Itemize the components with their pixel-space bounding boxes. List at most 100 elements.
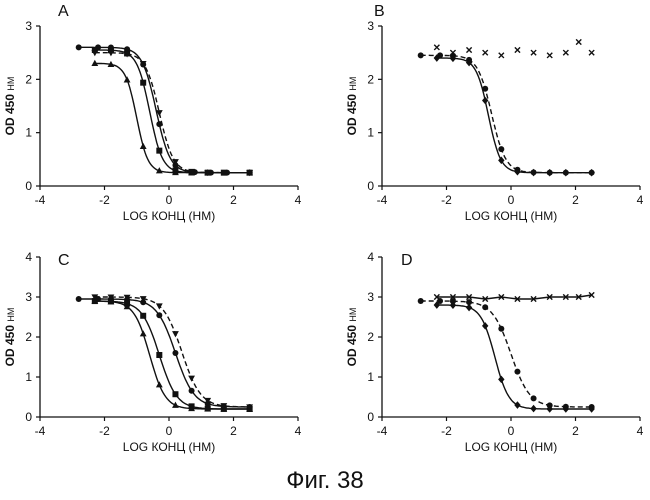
panel-b-series-cross-point [588, 49, 595, 56]
panel-d-x-axis-title: LOG КОНЦ (НМ) [465, 440, 557, 454]
panel-a-series-triangle-down-point [139, 60, 147, 68]
panel-b-y-axis-title: OD 450 НМ [345, 77, 359, 136]
panel-a-y-tick-label: 1 [25, 126, 32, 140]
panel-a-series-square-point [156, 147, 163, 154]
panel-d-letter: D [401, 252, 413, 269]
panel-d-series-circle-point [498, 325, 505, 332]
panel-c-series-triangle-up-point [139, 330, 147, 337]
panel-b-series-cross-point [514, 46, 521, 54]
panel-a-series-triangle-up [91, 59, 254, 176]
panel-a-series-triangle-down [91, 50, 254, 177]
panel-d-series-cross-point [514, 295, 521, 303]
panel-c-series-triangle-down-point [220, 403, 228, 410]
panel-d-series-cross-curve [436, 294, 592, 300]
panel-d-y-tick-label: 0 [367, 410, 374, 424]
panel-b-series-cross-point [530, 49, 537, 56]
panel-c-y-tick-label: 4 [25, 250, 32, 264]
panel-b-series-cross-point [482, 49, 489, 56]
panel-d-series-cross-point [482, 295, 489, 303]
panel-c-series-circle [75, 296, 253, 410]
panel-b-series-circle-point [417, 52, 424, 59]
panel-b-x-tick-label: 0 [508, 193, 515, 207]
panel-a-series-triangle-down-point [123, 51, 131, 58]
panel-c-y-axis-title: OD 450 НМ [3, 308, 17, 367]
panel-c-x-tick-label: -2 [99, 424, 110, 438]
panel-a-y-axis-title: OD 450 НМ [3, 77, 17, 136]
panel-c-series-triangle-down-point [91, 294, 99, 301]
panel-b-x-tick-label: 4 [637, 193, 644, 207]
panel-b-y-tick-label: 0 [367, 179, 374, 193]
panel-c-series-square-point [156, 352, 163, 358]
panel-a-series-triangle-down-point [204, 169, 212, 177]
panel-c-x-tick-label: -4 [35, 424, 46, 438]
panel-b-series-diamond-point [482, 96, 489, 105]
panel-d-y-axis-title-unit: НМ [348, 308, 358, 322]
panel-d-series-circle-point [530, 395, 537, 402]
panel-b-series-diamond-point [546, 168, 553, 177]
panel-a-series-triangle-down-point [172, 159, 179, 166]
panel-c-series-circle-point [75, 296, 82, 303]
panel-a-x-axis-title: LOG КОНЦ (НМ) [123, 209, 215, 223]
panel-d-series-diamond-point [530, 404, 537, 413]
panel-c-series-square-point [140, 312, 147, 319]
panel-b-series-diamond [433, 54, 595, 177]
panel-b-y-tick-label: 3 [367, 19, 374, 33]
panel-c-y-tick-label: 2 [25, 330, 32, 344]
panel-c-series-triangle-up-point [155, 381, 163, 388]
panel-c-series-triangle-up-point [107, 298, 115, 305]
panel-d-series-cross-point [433, 293, 440, 301]
panel-c-series-triangle-down-point [155, 303, 163, 310]
panel-c-x-axis-title: LOG КОНЦ (НМ) [123, 440, 215, 454]
panel-c-x-tick-label: 4 [295, 424, 302, 438]
panel-b-series-cross-point [449, 49, 457, 56]
panel-a-series-triangle-up-point [123, 76, 131, 83]
panel-d-x-tick-label: 2 [572, 424, 579, 438]
panel-b-series-diamond-point [514, 167, 521, 176]
panel-c-series-triangle-up-curve [94, 300, 250, 410]
panel-b: B -4 -2 0 2 4 0 1 2 3 LOG КОНЦ (НМ) OD 450 НМ [345, 3, 644, 223]
panel-a-series-circle-point [156, 121, 163, 128]
panel-b-y-tick-label: 2 [367, 72, 374, 86]
panel-c-letter: C [58, 252, 70, 269]
panel-d-series-diamond-curve [436, 304, 592, 410]
panel-c-series-square-curve [94, 300, 250, 410]
panel-b-series-cross-point [498, 52, 505, 59]
panel-a-series-triangle-down-point [107, 50, 115, 57]
panel-b-y-tick-label: 1 [367, 126, 374, 140]
panel-b-series-circle-curve [420, 54, 592, 174]
panel-d-series-diamond-point [449, 301, 457, 310]
panel-d-series-cross-point [498, 293, 505, 301]
panel-c-series-triangle-down-point [123, 294, 131, 301]
panel-d-series-cross [433, 291, 595, 303]
panel-d-series-diamond-point [498, 375, 505, 384]
panel-c-series-triangle-down-point [246, 404, 254, 411]
panel-a-x-tick-label: 0 [166, 193, 173, 207]
panel-d-series-cross-point [546, 293, 553, 301]
panel-c-series-square-point [172, 391, 179, 398]
panel-c-y-tick-label: 1 [25, 370, 32, 384]
panel-a: A -4 -2 0 2 4 0 1 2 3 LOG КОНЦ (НМ) OD 450 НМ [3, 3, 302, 223]
panel-a-series-triangle-up-point [107, 60, 115, 68]
panel-c-series-circle-curve [78, 298, 250, 408]
panel-a-letter: A [58, 3, 69, 20]
panel-c-y-tick-label: 3 [25, 290, 32, 304]
panel-d-x-tick-label: 4 [637, 424, 644, 438]
panel-d-series-diamond-point [465, 303, 473, 312]
panel-c-series-triangle-up-point [172, 401, 179, 408]
panel-a-series-triangle-down-curve [94, 52, 250, 174]
panel-a-y-axis-title-unit: НМ [6, 77, 16, 91]
panel-b-series-cross-point [575, 38, 582, 46]
panel-b-x-tick-label: 2 [572, 193, 579, 207]
panel-b-series-diamond-point [465, 58, 473, 67]
panel-d-series-circle-point [417, 298, 424, 305]
panel-c-series-triangle-down-point [188, 375, 195, 382]
panel-d-series-circle [417, 298, 595, 410]
panel-c-series-triangle-up-point [188, 404, 195, 412]
panel-d-x-tick-label: -2 [441, 424, 452, 438]
panel-c-series-triangle-down-point [204, 397, 212, 405]
panel-a-y-tick-label: 3 [25, 19, 32, 33]
panel-d-series-diamond-point [588, 405, 595, 413]
panel-b-series-cross-point [562, 49, 569, 56]
panel-d-series-cross-point [530, 295, 537, 303]
